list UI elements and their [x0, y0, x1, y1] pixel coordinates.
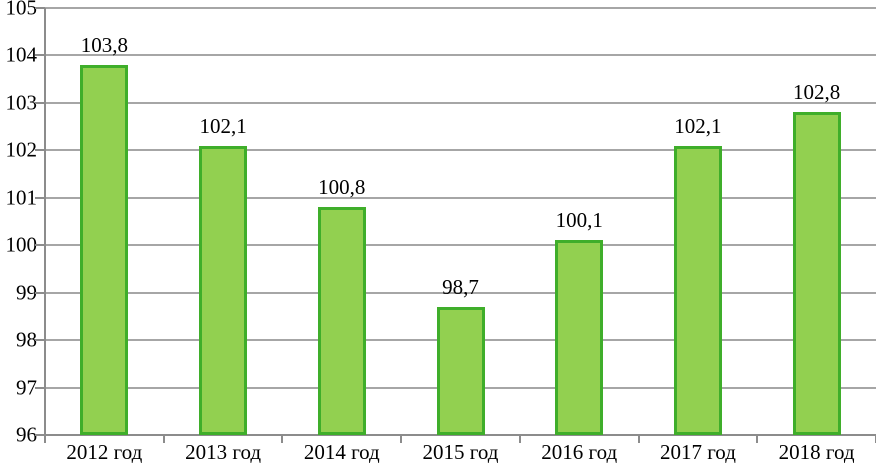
y-axis-line — [44, 8, 46, 435]
bar-value-label: 103,8 — [80, 32, 128, 57]
x-tick-label: 2017 год — [659, 440, 736, 464]
x-axis-tick — [518, 435, 521, 443]
x-axis-line — [45, 434, 876, 436]
bar-value-label: 102,8 — [793, 80, 841, 105]
y-tick-label: 105 — [5, 0, 38, 20]
gridline — [45, 149, 876, 152]
gridline — [45, 244, 876, 247]
bar-value-label: 98,7 — [442, 274, 479, 299]
gridline — [45, 101, 876, 104]
y-tick-label: 102 — [5, 137, 38, 162]
bar-2013 — [199, 145, 248, 435]
y-axis-tick — [35, 101, 45, 104]
x-tick-label: 2018 год — [778, 440, 855, 464]
bar-2015 — [436, 306, 485, 435]
x-tick-label: 2014 год — [303, 440, 380, 464]
y-axis-tick — [35, 434, 45, 436]
bar-2017 — [673, 145, 722, 435]
x-tick-label: 2015 год — [422, 440, 499, 464]
y-tick-label: 96 — [16, 422, 37, 447]
y-axis-tick — [35, 339, 45, 342]
y-tick-label: 99 — [16, 280, 37, 305]
y-tick-label: 100 — [5, 232, 38, 257]
y-axis-tick — [35, 386, 45, 389]
y-tick-label: 104 — [5, 42, 38, 67]
y-axis-tick — [35, 244, 45, 247]
y-axis-tick — [35, 149, 45, 152]
gridline — [45, 54, 876, 57]
bar-value-label: 102,1 — [199, 113, 247, 138]
bar-2012 — [80, 64, 129, 435]
x-axis-tick — [756, 435, 759, 443]
y-axis-tick — [35, 291, 45, 294]
y-tick-label: 98 — [16, 327, 37, 352]
bar-value-label: 100,1 — [555, 208, 603, 233]
gridline — [45, 291, 876, 294]
x-tick-label: 2012 год — [66, 440, 143, 464]
bar-2016 — [555, 240, 604, 435]
y-tick-label: 103 — [5, 90, 38, 115]
x-tick-label: 2013 год — [185, 440, 262, 464]
x-axis-tick — [44, 435, 46, 443]
y-axis-tick — [35, 7, 45, 9]
y-axis-tick — [35, 54, 45, 57]
y-tick-label: 97 — [16, 375, 37, 400]
y-tick-label: 101 — [5, 185, 38, 210]
plot-area: 103,8 102,1 100,8 98,7 100,1 102,1 102,8 — [35, 7, 876, 443]
x-axis-tick — [637, 435, 640, 443]
bar-value-label: 100,8 — [318, 175, 366, 200]
x-tick-label: 2016 год — [541, 440, 618, 464]
gridline — [45, 196, 876, 199]
bar-2018 — [792, 112, 841, 435]
x-axis-tick — [281, 435, 284, 443]
bar-2014 — [317, 207, 366, 435]
y-axis-tick — [35, 196, 45, 199]
gridline — [45, 7, 876, 9]
bar-value-label: 102,1 — [674, 113, 722, 138]
x-axis-tick — [400, 435, 403, 443]
x-axis-tick — [162, 435, 165, 443]
